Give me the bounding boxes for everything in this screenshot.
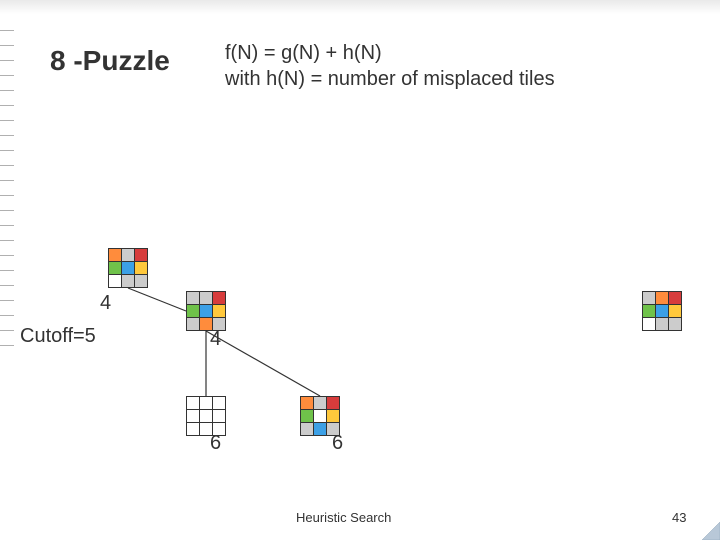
footer-title: Heuristic Search (296, 510, 391, 525)
puzzle-gc_right (300, 396, 340, 436)
puzzle-child1 (186, 291, 226, 331)
puzzle-gc_left (186, 396, 226, 436)
page-number: 43 (672, 510, 686, 525)
page-curl-icon (702, 522, 720, 540)
puzzle-far_right (642, 291, 682, 331)
puzzle-root (108, 248, 148, 288)
